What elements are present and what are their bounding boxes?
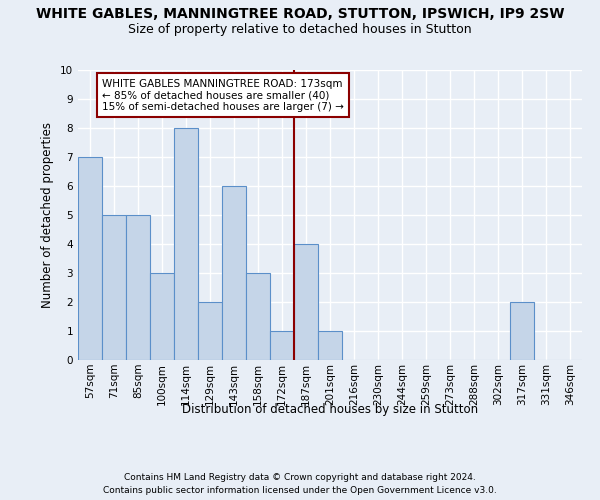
Text: Distribution of detached houses by size in Stutton: Distribution of detached houses by size … (182, 402, 478, 415)
Bar (198, 302, 222, 360)
Y-axis label: Number of detached properties: Number of detached properties (41, 122, 55, 308)
Text: Contains public sector information licensed under the Open Government Licence v3: Contains public sector information licen… (103, 486, 497, 495)
Bar (102, 215, 126, 360)
Bar (246, 273, 270, 360)
Text: Contains HM Land Registry data © Crown copyright and database right 2024.: Contains HM Land Registry data © Crown c… (124, 472, 476, 482)
Bar (270, 331, 294, 360)
Text: WHITE GABLES, MANNINGTREE ROAD, STUTTON, IPSWICH, IP9 2SW: WHITE GABLES, MANNINGTREE ROAD, STUTTON,… (36, 8, 564, 22)
Bar (174, 128, 198, 360)
Bar (510, 302, 534, 360)
Bar (294, 244, 318, 360)
Bar (318, 331, 342, 360)
Bar (222, 186, 246, 360)
Bar (78, 157, 102, 360)
Bar (126, 215, 150, 360)
Bar (150, 273, 174, 360)
Text: WHITE GABLES MANNINGTREE ROAD: 173sqm
← 85% of detached houses are smaller (40)
: WHITE GABLES MANNINGTREE ROAD: 173sqm ← … (102, 78, 344, 112)
Text: Size of property relative to detached houses in Stutton: Size of property relative to detached ho… (128, 22, 472, 36)
